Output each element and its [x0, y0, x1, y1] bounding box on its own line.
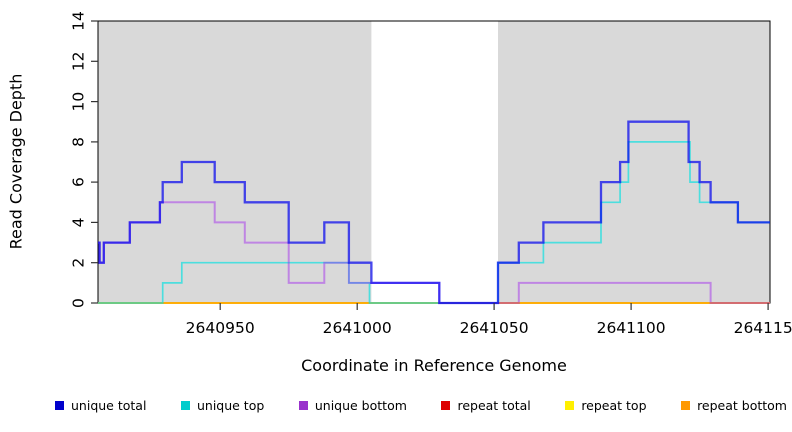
legend-label: unique bottom [314, 398, 407, 413]
shaded-band [98, 21, 372, 303]
y-tick-label: 4 [69, 217, 87, 227]
series-lines [98, 120, 770, 305]
legend-label: repeat total [457, 398, 531, 413]
x-axis-title: Coordinate in Reference Genome [301, 356, 567, 375]
legend-item-unique-top: unique top [180, 398, 265, 413]
y-axis: 0 2 4 6 8 10 12 14 [69, 11, 98, 308]
legend-item-repeat-bottom: repeat bottom [681, 398, 787, 413]
y-tick-label: 10 [69, 92, 87, 112]
legend-item-repeat-top: repeat top [565, 398, 647, 413]
legend-label: unique total [71, 398, 147, 413]
legend-swatch [681, 401, 691, 410]
y-tick-label: 2 [69, 258, 87, 268]
legend-label: repeat bottom [697, 398, 787, 413]
series-unique-total [98, 120, 770, 305]
x-tick-label: 2641000 [323, 319, 392, 337]
legend-item-unique-total: unique total [55, 398, 146, 413]
y-axis-title: Read Coverage Depth [6, 73, 26, 250]
legend-label: unique top [196, 398, 265, 413]
legend-swatch [565, 401, 575, 410]
legend-swatch [298, 401, 308, 410]
x-tick-label: 2640950 [186, 319, 255, 337]
legend-swatch [180, 401, 190, 410]
x-tick-label: 2641050 [460, 319, 529, 337]
shaded-band [498, 21, 770, 303]
series-unique-top [98, 141, 770, 304]
legend-swatch [441, 401, 451, 410]
legend-swatch [55, 401, 64, 410]
legend-label: repeat top [581, 398, 647, 413]
x-tick-label: 2641100 [597, 319, 666, 337]
y-tick-label: 6 [69, 177, 87, 187]
y-tick-label: 12 [69, 51, 87, 71]
y-tick-label: 8 [69, 137, 87, 147]
legend: unique total unique top unique bottom repea… [55, 398, 787, 413]
shaded-bands [98, 21, 770, 303]
y-tick-label: 0 [69, 298, 87, 308]
y-tick-label: 14 [69, 11, 87, 31]
legend-item-unique-bottom: unique bottom [298, 398, 407, 413]
legend-item-repeat-total: repeat total [441, 398, 531, 413]
